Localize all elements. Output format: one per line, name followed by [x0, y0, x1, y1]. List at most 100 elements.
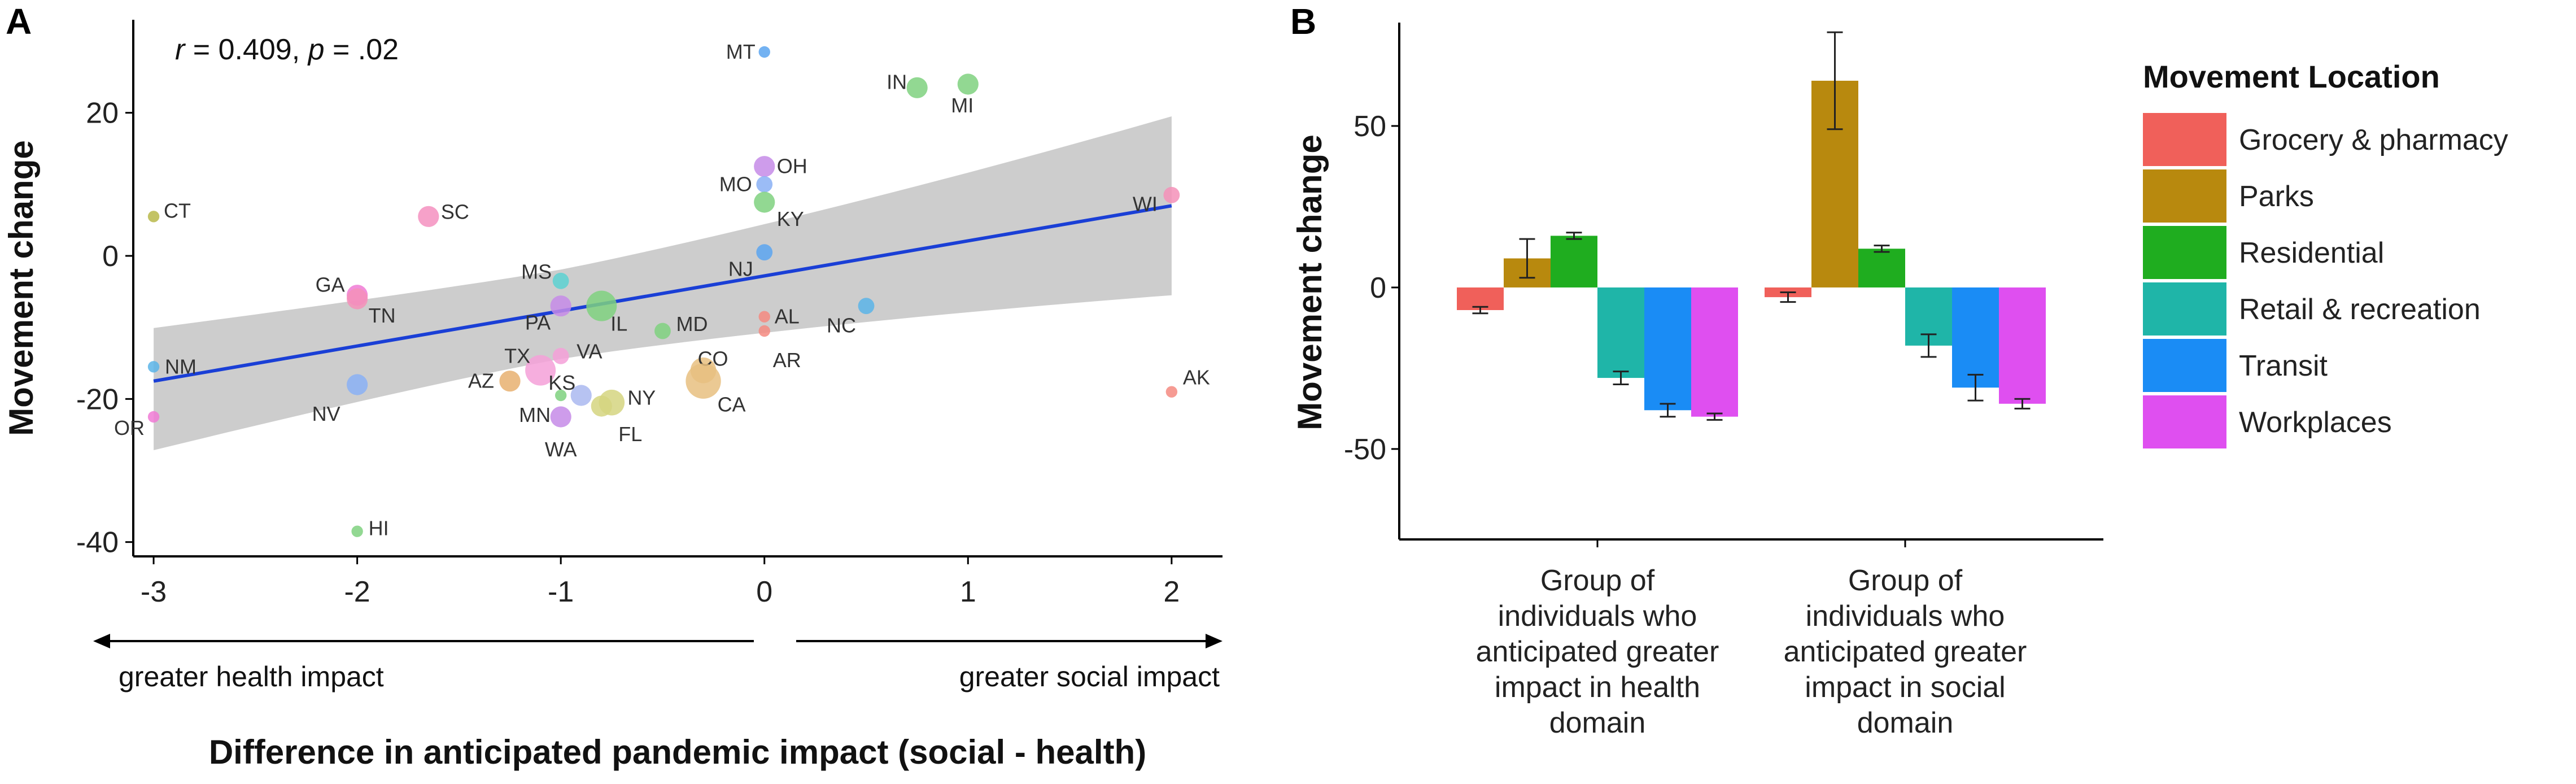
scatter-point-tx: [525, 355, 556, 386]
legend-swatch-workplaces: [2143, 395, 2226, 448]
state-label-tx: TX: [504, 345, 530, 368]
legend-swatch-residential: [2143, 226, 2226, 279]
b-y-tick-label: 0: [1370, 272, 1386, 304]
confidence-band: [154, 116, 1172, 450]
regression-line: [153, 204, 1172, 383]
state-label-mn: MN: [519, 403, 551, 426]
state-label-ca: CA: [718, 393, 746, 416]
category-label-line: individuals who: [1806, 600, 2005, 633]
state-label-ar: AR: [773, 349, 801, 372]
y-tick-label: 0: [102, 240, 119, 273]
scatter-point-va: [552, 347, 569, 364]
error-bar: [1660, 403, 1676, 418]
scatter-point-ar: [758, 325, 770, 337]
scatter-point-ca: [686, 363, 721, 399]
scatter-point-wi: [1163, 186, 1180, 203]
scatter-point-hi: [351, 525, 363, 537]
scatter-point-al: [758, 311, 770, 323]
bar-workplaces-group-2: [1999, 287, 2046, 404]
scatter-point-ak: [1165, 386, 1178, 398]
error-bar: [1827, 31, 1843, 130]
scatter-point-ks: [570, 385, 592, 406]
state-label-in: IN: [887, 70, 907, 93]
state-label-tn: TN: [369, 304, 396, 327]
error-bar: [1613, 371, 1629, 385]
legend-label: Grocery & pharmacy: [2239, 124, 2508, 156]
legend-swatch-transit: [2143, 339, 2226, 392]
state-label-ky: KY: [777, 207, 804, 230]
x-tick-label: 1: [960, 576, 976, 608]
p-value: = .02: [325, 33, 399, 66]
correlation-annotation: r = 0.409, p = .02: [175, 33, 399, 66]
scatter-point-il: [586, 290, 617, 321]
scatter-point-in: [906, 77, 928, 98]
scatter-point-mn: [555, 389, 567, 402]
state-label-mi: MI: [951, 94, 973, 117]
legend-title: Movement Location: [2143, 59, 2440, 94]
state-label-or: OR: [114, 416, 145, 439]
legend-swatch-retail-recreation: [2143, 282, 2226, 336]
r-symbol: r: [175, 33, 186, 66]
scatter-point-or: [147, 411, 160, 423]
social-impact-arrow: [796, 634, 1222, 648]
p-symbol: p: [307, 33, 325, 66]
state-label-il: IL: [610, 312, 627, 336]
state-label-nm: NM: [165, 355, 197, 378]
category-label-line: individuals who: [1498, 600, 1697, 633]
category-label-line: anticipated greater: [1476, 635, 1719, 668]
state-label-ct: CT: [164, 199, 191, 222]
legend-label: Workplaces: [2239, 406, 2392, 439]
legend: Movement Location Grocery & pharmacy Park…: [2143, 59, 2508, 448]
scatter-point-nm: [147, 361, 160, 373]
x-tick-label: -1: [548, 576, 574, 608]
x-tick-label: -3: [141, 576, 167, 608]
scatter-point-nc: [858, 298, 875, 315]
state-label-wa: WA: [545, 438, 577, 461]
scatter-point-mt: [758, 46, 770, 58]
health-impact-arrow: [93, 634, 754, 648]
error-bar: [1780, 291, 1796, 303]
x-tick-label: 0: [756, 576, 772, 608]
state-label-mo: MO: [719, 172, 752, 195]
category-label-line: domain: [1549, 707, 1646, 739]
category-label-line: impact in health: [1495, 671, 1700, 704]
error-bar: [1519, 238, 1535, 279]
legend-swatch-parks: [2143, 169, 2226, 223]
state-label-md: MD: [676, 312, 708, 336]
error-bar: [1920, 333, 1937, 358]
b-y-tick-label: -50: [1344, 433, 1386, 466]
state-label-oh: OH: [777, 155, 807, 178]
state-label-fl: FL: [618, 423, 642, 446]
state-label-va: VA: [577, 339, 602, 363]
scatter-point-az: [499, 371, 521, 392]
b-y-tick-label: 50: [1354, 110, 1386, 143]
scatter-point-sc: [418, 206, 439, 227]
scatter-point-tn: [347, 288, 368, 310]
category-label-line: anticipated greater: [1784, 635, 2027, 668]
legend-label: Transit: [2239, 350, 2328, 382]
state-label-sc: SC: [441, 200, 469, 223]
scatter-point-nv: [347, 374, 368, 395]
bar-residential-group-1: [1551, 236, 1597, 288]
state-label-nc: NC: [827, 314, 856, 337]
scatter-point-md: [654, 323, 671, 339]
panel-a-y-axis-title: Movement change: [2, 140, 40, 435]
legend-label: Retail & recreation: [2239, 293, 2481, 326]
health-impact-label: greater health impact: [119, 661, 384, 692]
panel-a-letter: A: [6, 1, 32, 42]
scatter-point-pa: [550, 295, 571, 317]
bar-transit-group-2: [1952, 287, 1999, 388]
scatter-point-mo: [756, 176, 773, 193]
scatter-point-oh: [754, 156, 775, 177]
scatter-point-wa: [550, 406, 571, 428]
panel-b-letter: B: [1290, 1, 1316, 42]
error-bar: [1566, 232, 1582, 240]
error-bar: [1472, 306, 1488, 315]
scatter-point-mi: [957, 73, 979, 95]
state-label-pa: PA: [525, 311, 551, 334]
bar-workplaces-group-1: [1691, 287, 1738, 417]
x-tick-label: 2: [1163, 576, 1180, 608]
